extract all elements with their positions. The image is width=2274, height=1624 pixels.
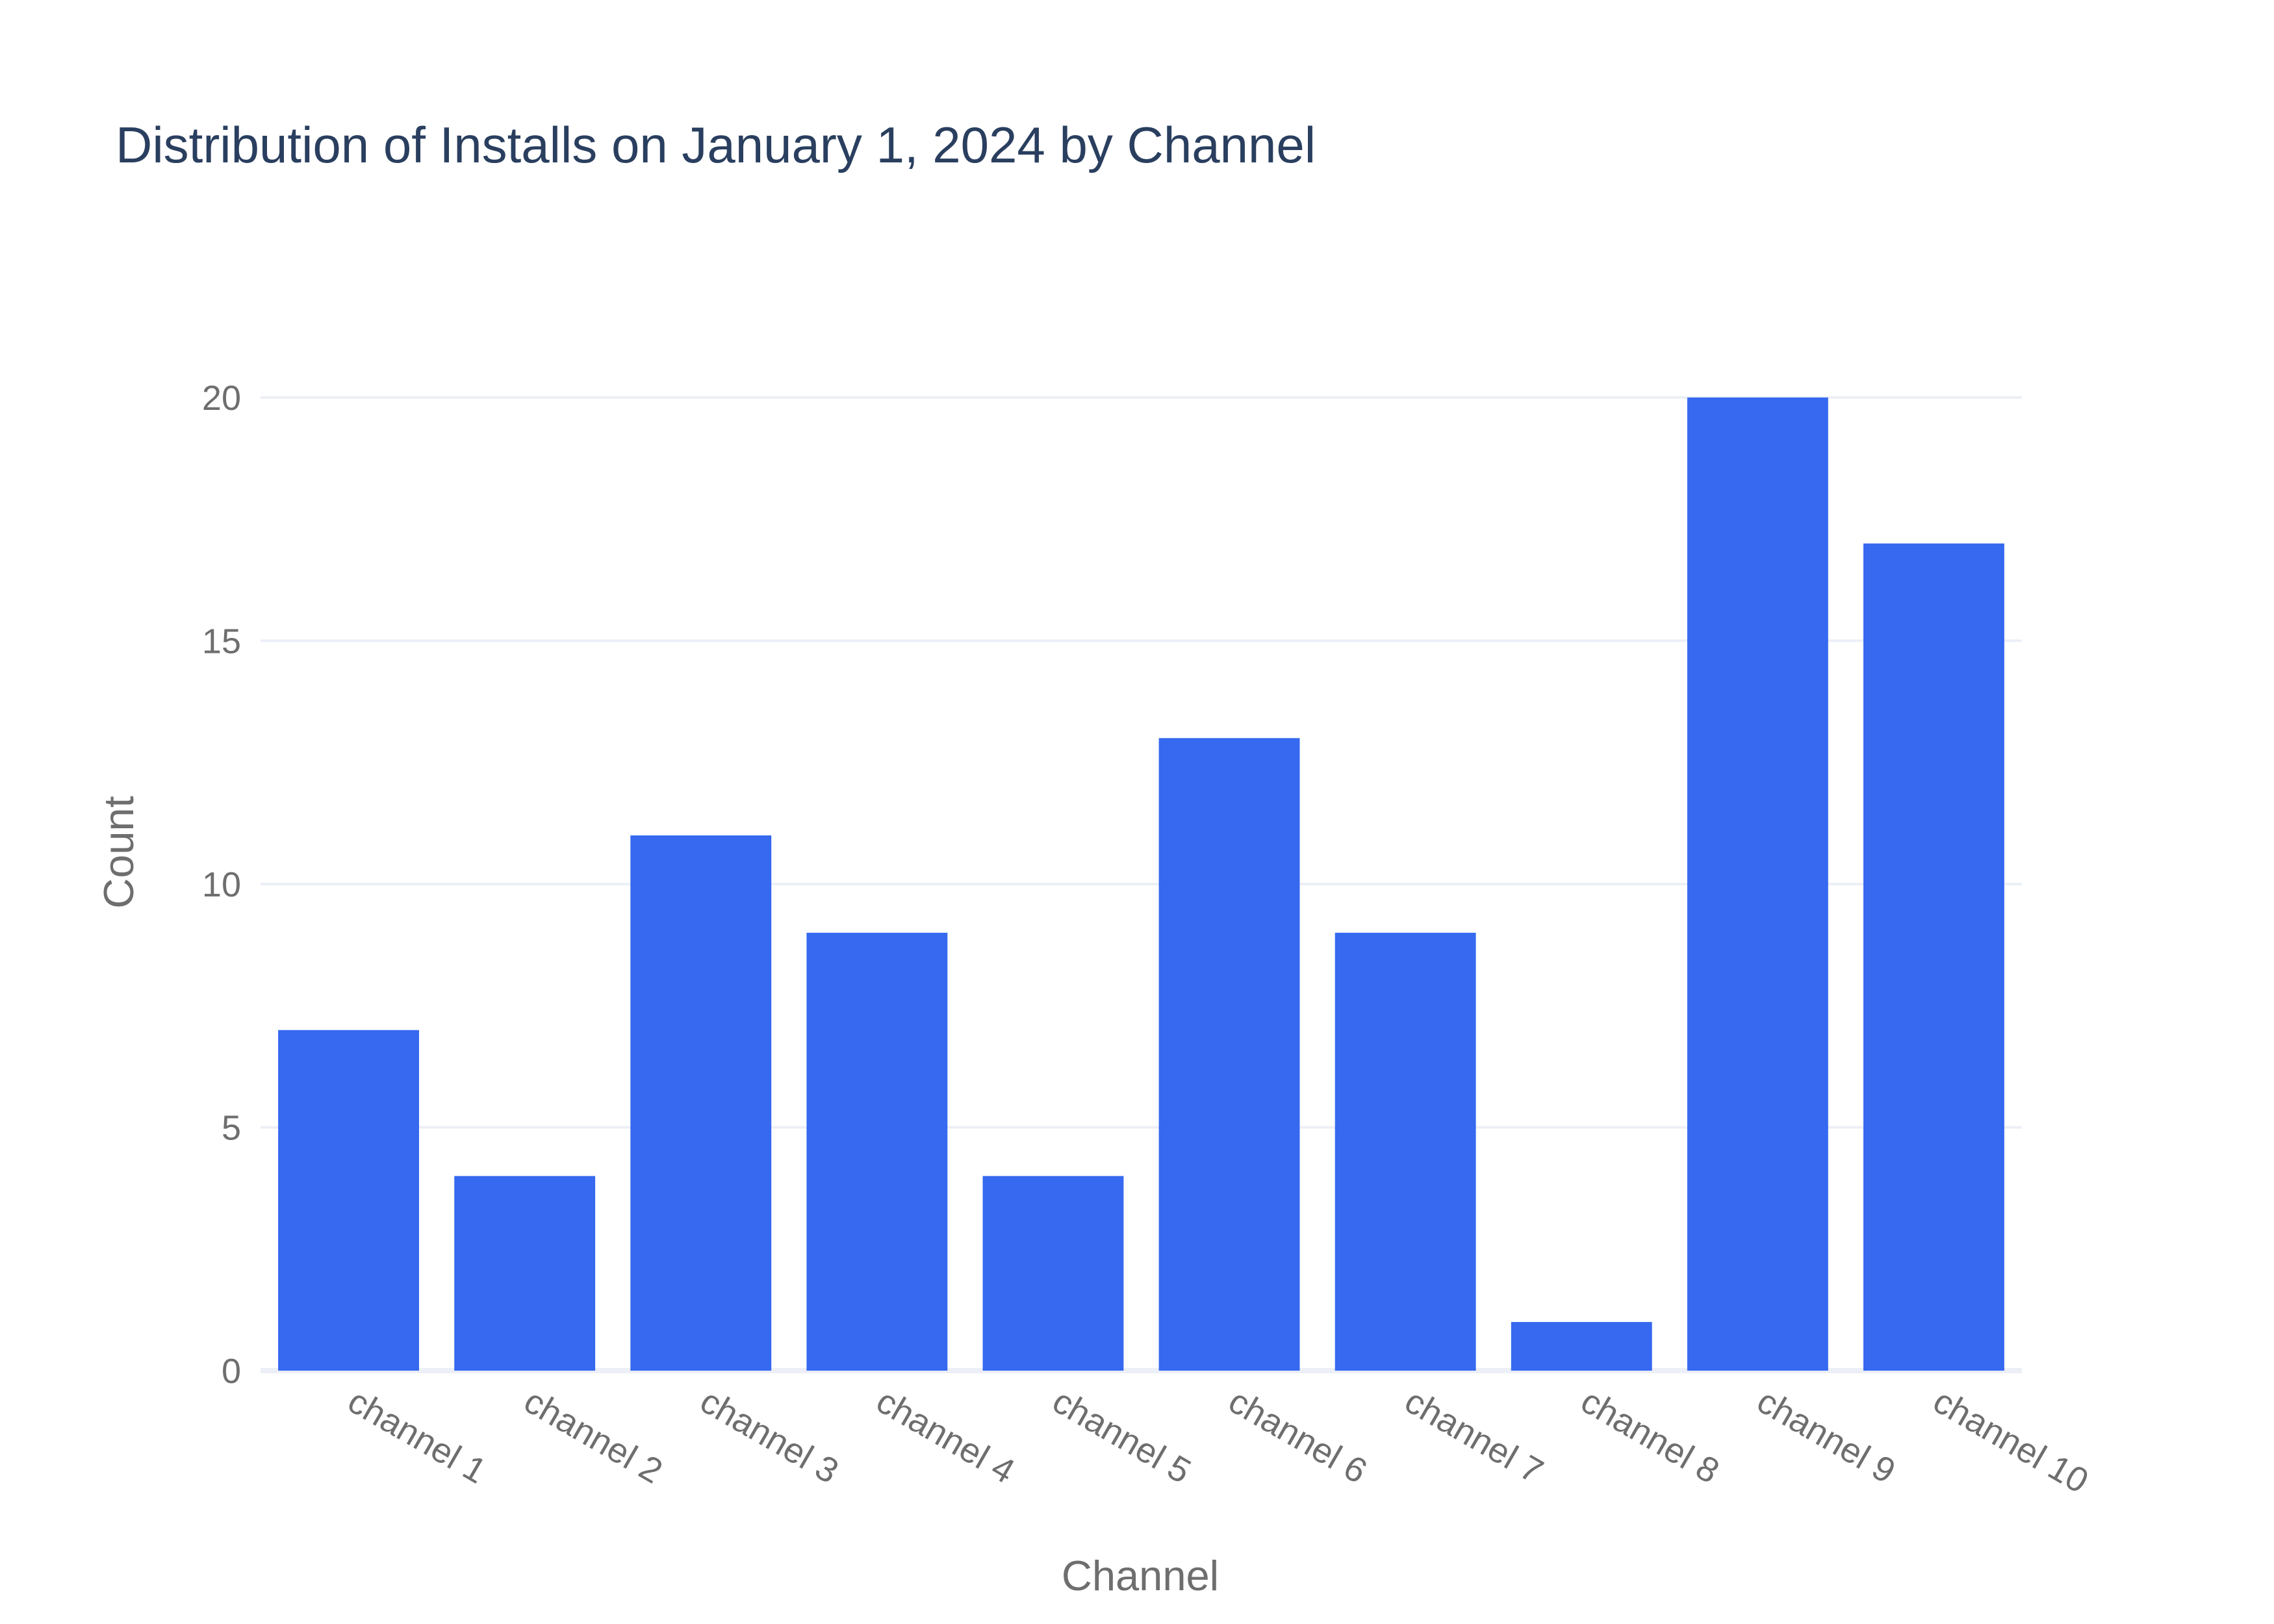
y-axis-title: Count <box>95 796 142 908</box>
chart-title: Distribution of Installs on January 1, 2… <box>116 116 1316 173</box>
bar <box>1158 738 1300 1371</box>
bar <box>806 932 948 1371</box>
bar <box>1863 543 2004 1371</box>
y-tick-label: 20 <box>202 379 241 418</box>
y-tick-label: 0 <box>222 1352 241 1391</box>
x-axis-title: Channel <box>1062 1552 1219 1599</box>
bar <box>1511 1322 1652 1371</box>
y-tick-label: 5 <box>222 1108 241 1147</box>
bar <box>1687 397 1828 1371</box>
bars <box>278 397 2004 1371</box>
y-tick-label: 15 <box>202 622 241 661</box>
y-tick-label: 10 <box>202 865 241 904</box>
bar <box>630 835 772 1371</box>
bar <box>982 1176 1124 1371</box>
y-axis-ticks: 0 5 10 15 20 <box>202 379 241 1391</box>
bar <box>1335 932 1476 1371</box>
bar <box>454 1176 596 1371</box>
bar <box>278 1030 419 1371</box>
